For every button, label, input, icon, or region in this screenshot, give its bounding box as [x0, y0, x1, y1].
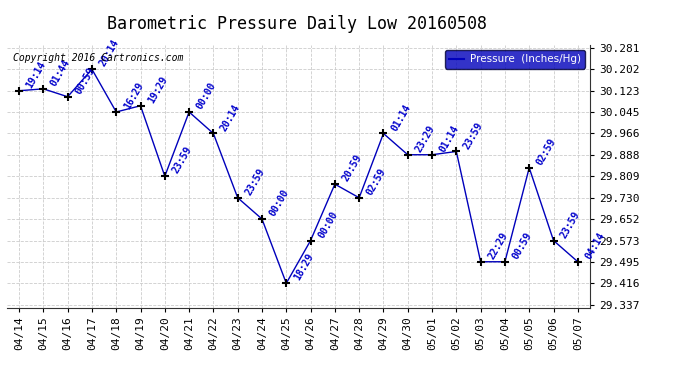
Text: 01:14: 01:14: [389, 102, 413, 133]
Text: 02:59: 02:59: [535, 136, 558, 167]
Text: 19:14: 19:14: [25, 60, 48, 90]
Text: 20:14: 20:14: [97, 38, 121, 69]
Text: 23:59: 23:59: [170, 145, 194, 176]
Text: 23:59: 23:59: [244, 166, 266, 197]
Text: 00:00: 00:00: [268, 188, 291, 218]
Legend: Pressure  (Inches/Hg): Pressure (Inches/Hg): [444, 50, 584, 69]
Text: 22:29: 22:29: [486, 231, 509, 261]
Text: 00:59: 00:59: [511, 231, 534, 261]
Text: Copyright 2016 Cartronics.com: Copyright 2016 Cartronics.com: [12, 53, 183, 63]
Text: Barometric Pressure Daily Low 20160508: Barometric Pressure Daily Low 20160508: [107, 15, 486, 33]
Text: 23:29: 23:29: [413, 123, 437, 154]
Text: 16:29: 16:29: [121, 81, 145, 111]
Text: 00:00: 00:00: [195, 81, 218, 111]
Text: 01:44: 01:44: [49, 58, 72, 88]
Text: 19:29: 19:29: [146, 75, 170, 105]
Text: 02:59: 02:59: [365, 166, 388, 197]
Text: 04:14: 04:14: [583, 231, 607, 261]
Text: 23:59: 23:59: [559, 209, 582, 240]
Text: 20:14: 20:14: [219, 102, 242, 133]
Text: 00:00: 00:00: [316, 209, 339, 240]
Text: 23:59: 23:59: [462, 120, 485, 151]
Text: 00:59: 00:59: [73, 66, 97, 96]
Text: 18:29: 18:29: [292, 252, 315, 282]
Text: 01:14: 01:14: [437, 123, 461, 154]
Text: 20:59: 20:59: [340, 153, 364, 183]
